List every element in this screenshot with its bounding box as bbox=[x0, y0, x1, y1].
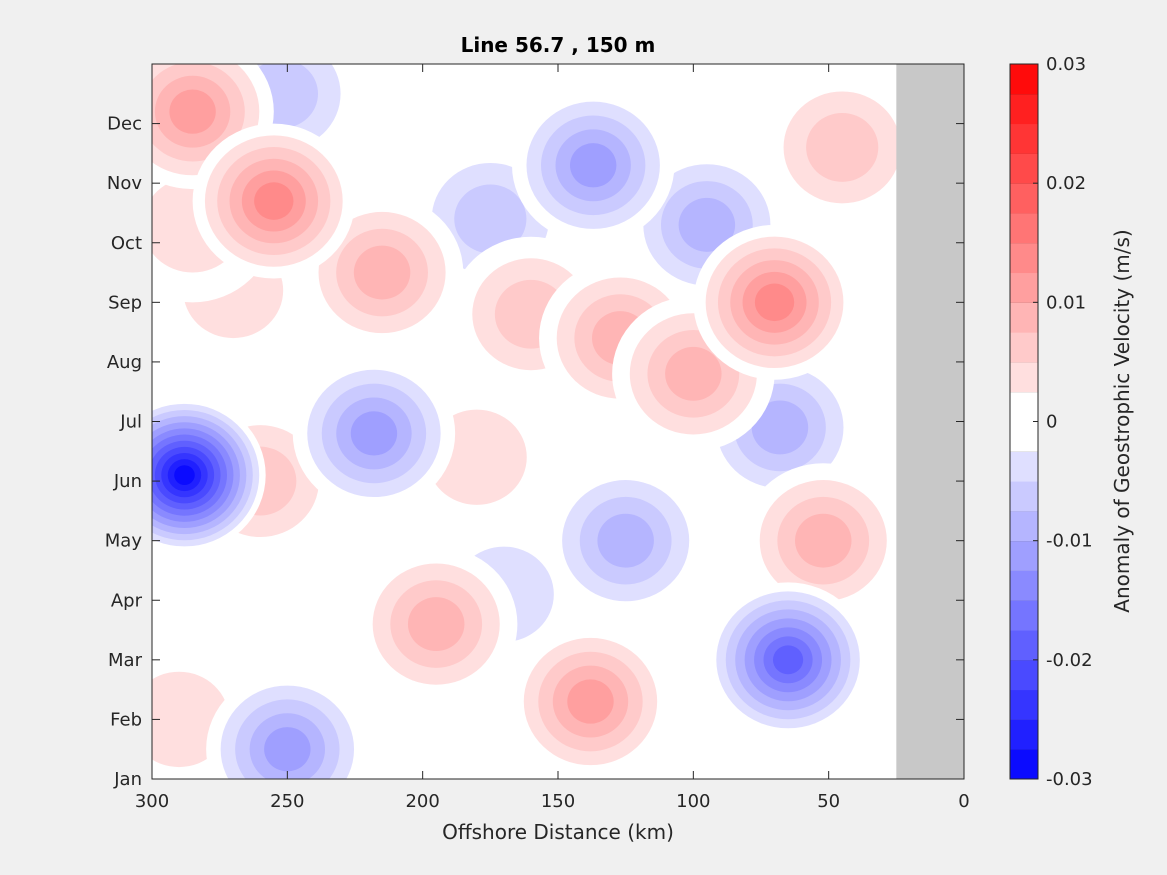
y-tick-label: Aug bbox=[107, 352, 142, 373]
colorbar-tick-label: 0.03 bbox=[1046, 54, 1086, 75]
chart-title: Line 56.7 , 150 m bbox=[461, 33, 656, 57]
anomaly-feature bbox=[511, 87, 675, 243]
colorbar-band bbox=[1010, 659, 1038, 691]
contour-band bbox=[350, 411, 398, 456]
x-tick-label: 0 bbox=[958, 791, 969, 812]
y-tick-label: Apr bbox=[111, 590, 143, 611]
x-axis-tick-labels: 300 250 200 150 100 50 0 bbox=[135, 791, 970, 812]
y-tick-label: May bbox=[105, 531, 143, 552]
anomaly-feature bbox=[509, 624, 672, 779]
colorbar-tick-label: 0 bbox=[1046, 412, 1057, 433]
anomaly-feature bbox=[742, 463, 905, 619]
colorbar-band bbox=[1010, 630, 1038, 661]
colorbar-tick-label: 0.02 bbox=[1046, 173, 1086, 194]
contour-band bbox=[407, 597, 465, 652]
contour-band bbox=[795, 513, 852, 568]
contour-band bbox=[569, 143, 617, 188]
y-tick-label: Mar bbox=[108, 650, 143, 671]
colorbar-band bbox=[1010, 123, 1038, 154]
y-tick-label: Jan bbox=[113, 769, 142, 790]
colorbar-tick-labels: 0.03 0.02 0.01 0 -0.01 -0.02 -0.03 bbox=[1046, 54, 1093, 790]
colorbar-band bbox=[1010, 302, 1038, 333]
colorbar-tick-label: 0.01 bbox=[1046, 292, 1086, 313]
colorbar-band bbox=[1010, 451, 1038, 482]
colorbar-band bbox=[1010, 600, 1038, 631]
colorbar-tick-label: -0.02 bbox=[1046, 650, 1093, 671]
colorbar-band bbox=[1010, 212, 1038, 244]
colorbar-band bbox=[1010, 361, 1038, 393]
colorbar-tick-label: -0.03 bbox=[1046, 769, 1093, 790]
colorbar-band bbox=[1010, 183, 1038, 214]
contour-band bbox=[665, 346, 722, 401]
colorbar-label: Anomaly of Geostrophic Velocity (m/s) bbox=[1110, 229, 1134, 612]
anomaly-feature bbox=[192, 123, 355, 279]
y-tick-label: Feb bbox=[110, 709, 142, 730]
x-tick-label: 250 bbox=[270, 791, 304, 812]
colorbar-band bbox=[1010, 749, 1038, 780]
colorbar-band bbox=[1010, 719, 1038, 750]
y-tick-label: Jul bbox=[119, 412, 142, 433]
contour-band bbox=[754, 283, 795, 322]
no-data-region bbox=[896, 64, 964, 779]
x-tick-label: 150 bbox=[541, 791, 575, 812]
contour-band bbox=[264, 727, 311, 772]
colorbar-tick-label: -0.01 bbox=[1046, 531, 1093, 552]
plot-frame bbox=[151, 63, 965, 780]
y-tick-label: Jun bbox=[113, 471, 142, 492]
anomaly-feature bbox=[152, 397, 266, 553]
colorbar: 0.03 0.02 0.01 0 -0.01 -0.02 -0.03 Anomaly of … bbox=[1009, 54, 1134, 790]
contour-band bbox=[567, 679, 614, 724]
contour-field bbox=[152, 64, 924, 779]
contour-band bbox=[597, 513, 654, 568]
anomaly-feature bbox=[206, 671, 369, 779]
anomaly-feature bbox=[292, 355, 456, 511]
x-tick-label: 50 bbox=[817, 791, 840, 812]
x-tick-label: 300 bbox=[135, 791, 169, 812]
plot-area bbox=[151, 63, 965, 780]
contour-band bbox=[254, 182, 294, 220]
colorbar-band bbox=[1010, 332, 1038, 363]
y-tick-label: Oct bbox=[111, 233, 142, 254]
contour-band bbox=[806, 112, 879, 182]
colorbar-band bbox=[1010, 93, 1038, 125]
colorbar-band bbox=[1010, 64, 1038, 95]
colorbar-bands bbox=[1010, 63, 1038, 780]
contour-band bbox=[353, 245, 411, 300]
contour-band bbox=[454, 184, 527, 254]
contour-band bbox=[751, 400, 809, 455]
colorbar-band bbox=[1010, 153, 1038, 184]
colorbar-band bbox=[1010, 570, 1038, 601]
anomaly-feature bbox=[693, 224, 856, 380]
y-tick-label: Nov bbox=[107, 173, 142, 194]
x-tick-label: 200 bbox=[405, 791, 439, 812]
x-tick-label: 100 bbox=[676, 791, 710, 812]
colorbar-band bbox=[1010, 481, 1038, 512]
colorbar-band bbox=[1010, 510, 1038, 542]
colorbar-band bbox=[1010, 689, 1038, 720]
y-tick-label: Dec bbox=[107, 114, 142, 135]
colorbar-band bbox=[1010, 421, 1038, 452]
anomaly-feature bbox=[761, 69, 924, 225]
anomaly-feature bbox=[706, 582, 870, 738]
y-axis-tick-labels: Jan Feb Mar Apr May Jun Jul Aug Sep Oct Nov Dec bbox=[105, 114, 143, 790]
contour-band bbox=[678, 197, 736, 252]
contour-band bbox=[174, 465, 195, 485]
y-tick-label: Sep bbox=[108, 292, 142, 313]
colorbar-ticks bbox=[1033, 63, 1038, 780]
anomaly-feature bbox=[544, 463, 707, 619]
colorbar-band bbox=[1010, 242, 1038, 274]
colorbar-band bbox=[1010, 272, 1038, 303]
x-axis-label: Offshore Distance (km) bbox=[442, 820, 674, 844]
contour-band bbox=[772, 645, 804, 675]
contour-band bbox=[169, 89, 216, 134]
colorbar-band bbox=[1010, 540, 1038, 571]
anomaly-feature bbox=[355, 546, 518, 702]
colorbar-band bbox=[1010, 391, 1038, 422]
